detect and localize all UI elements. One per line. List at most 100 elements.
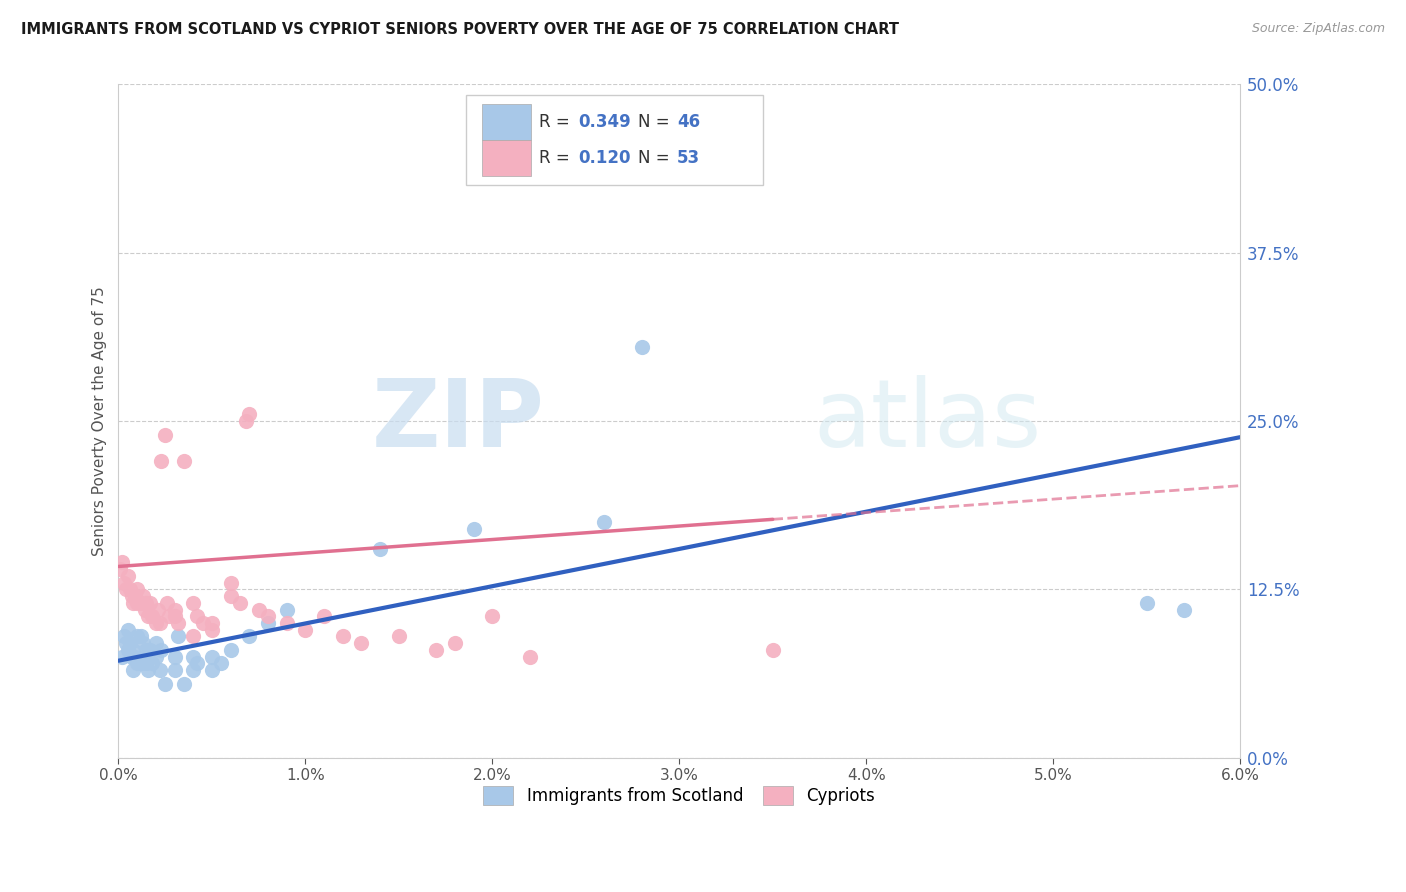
Point <box>115 636 138 650</box>
Point <box>148 663 170 677</box>
Point <box>181 663 204 677</box>
Point <box>463 522 485 536</box>
Point <box>163 649 186 664</box>
Point <box>631 340 654 354</box>
Point <box>110 562 132 576</box>
Text: R =: R = <box>538 149 569 167</box>
Point <box>118 582 141 597</box>
Point <box>129 657 152 671</box>
Point <box>163 602 186 616</box>
Point <box>235 414 257 428</box>
Point <box>122 596 145 610</box>
Point <box>201 615 224 630</box>
Point <box>138 609 160 624</box>
Point <box>201 649 224 664</box>
Point <box>124 649 146 664</box>
Point <box>135 596 157 610</box>
Point <box>117 643 139 657</box>
Text: 0.120: 0.120 <box>578 149 631 167</box>
Point <box>138 663 160 677</box>
FancyBboxPatch shape <box>482 104 531 140</box>
Point <box>145 649 167 664</box>
Point <box>229 596 252 610</box>
Point <box>181 630 204 644</box>
Point <box>111 649 134 664</box>
Point <box>181 596 204 610</box>
Point <box>150 454 173 468</box>
Point <box>247 602 270 616</box>
Point <box>257 615 280 630</box>
Point <box>163 663 186 677</box>
Point <box>129 630 152 644</box>
Legend: Immigrants from Scotland, Cypriots: Immigrants from Scotland, Cypriots <box>475 777 883 814</box>
Point <box>139 643 162 657</box>
Point <box>332 630 354 644</box>
Point <box>593 515 616 529</box>
Point <box>1173 602 1195 616</box>
Point <box>145 615 167 630</box>
Point <box>762 643 785 657</box>
Point <box>153 676 176 690</box>
Point <box>219 575 242 590</box>
Point <box>132 636 155 650</box>
Point <box>141 609 163 624</box>
Text: 53: 53 <box>678 149 700 167</box>
Text: 0.349: 0.349 <box>578 113 631 131</box>
Point <box>127 582 149 597</box>
Point <box>157 609 180 624</box>
Y-axis label: Seniors Poverty Over the Age of 75: Seniors Poverty Over the Age of 75 <box>93 286 107 556</box>
Point <box>1135 596 1157 610</box>
Point <box>122 643 145 657</box>
Point <box>156 596 179 610</box>
Point <box>145 636 167 650</box>
Point <box>519 649 541 664</box>
Point <box>276 602 298 616</box>
Point <box>219 589 242 603</box>
Point <box>294 623 316 637</box>
Text: R =: R = <box>538 113 569 131</box>
Point <box>121 649 143 664</box>
Text: Source: ZipAtlas.com: Source: ZipAtlas.com <box>1251 22 1385 36</box>
Point <box>132 589 155 603</box>
Point <box>112 575 135 590</box>
Point <box>127 596 149 610</box>
Point <box>134 649 156 664</box>
Point <box>163 609 186 624</box>
Point <box>425 643 447 657</box>
Point <box>146 602 169 616</box>
Text: atlas: atlas <box>814 375 1042 467</box>
Point <box>135 643 157 657</box>
Point <box>191 615 214 630</box>
Point <box>124 589 146 603</box>
Text: IMMIGRANTS FROM SCOTLAND VS CYPRIOT SENIORS POVERTY OVER THE AGE OF 75 CORRELATI: IMMIGRANTS FROM SCOTLAND VS CYPRIOT SENI… <box>21 22 898 37</box>
Text: 46: 46 <box>678 113 700 131</box>
Point <box>115 582 138 597</box>
Point <box>209 657 232 671</box>
Point <box>201 663 224 677</box>
Point <box>173 454 195 468</box>
Point <box>117 623 139 637</box>
Point <box>186 657 208 671</box>
Point <box>117 569 139 583</box>
Point <box>111 556 134 570</box>
Text: N =: N = <box>638 113 669 131</box>
Point <box>141 657 163 671</box>
Point <box>127 657 149 671</box>
Point <box>153 427 176 442</box>
Point <box>181 649 204 664</box>
Point <box>173 676 195 690</box>
Point <box>312 609 335 624</box>
Text: ZIP: ZIP <box>371 375 544 467</box>
Point <box>167 630 190 644</box>
Point <box>139 596 162 610</box>
Point <box>186 609 208 624</box>
Text: N =: N = <box>638 149 669 167</box>
Point <box>118 636 141 650</box>
Point <box>444 636 467 650</box>
Point <box>481 609 503 624</box>
FancyBboxPatch shape <box>482 140 531 176</box>
Point <box>276 615 298 630</box>
Point <box>201 623 224 637</box>
Point <box>219 643 242 657</box>
Point <box>238 630 260 644</box>
